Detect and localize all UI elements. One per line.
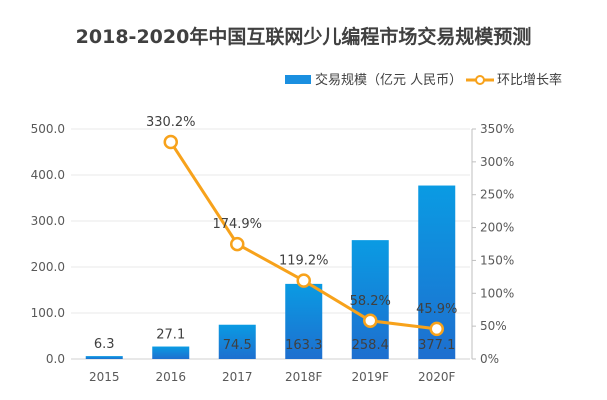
growth-point [163,134,178,150]
legend-swatch-marker [475,75,485,85]
y-left-tick: 400.0 [31,168,65,182]
x-tick: 2018F [285,370,323,384]
x-tick: 2020F [418,370,456,384]
growth-point [429,321,444,337]
growth-label: 330.2% [146,115,196,130]
legend-label-bar: 交易规模（亿元 人民币） [315,72,462,88]
growth-point [363,313,378,329]
y-right-tick: 200% [480,221,514,235]
growth-label: 45.9% [416,302,457,317]
y-right-tick: 50% [480,319,507,333]
legend-label-line: 环比增长率 [497,72,562,88]
growth-label: 174.9% [212,217,262,232]
y-right-tick: 350% [480,122,514,136]
growth-point [230,236,245,252]
y-right-tick: 0% [480,352,499,366]
x-tick: 2015 [89,370,120,384]
bar [152,346,190,359]
bar [285,283,323,359]
y-left-tick: 200.0 [31,260,65,274]
y-left-tick: 500.0 [31,122,65,136]
y-right-tick: 150% [480,253,514,267]
bar-label: 258.4 [352,338,389,353]
bar-label: 377.1 [418,338,455,353]
bar-label: 6.3 [94,337,115,352]
x-tick: 2019F [352,370,390,384]
x-tick: 2016 [155,370,186,384]
y-right-tick: 100% [480,286,514,300]
bar [85,356,123,359]
bar-label: 74.5 [223,338,252,353]
bar-label: 27.1 [156,328,185,343]
bar [351,240,389,359]
growth-point [296,273,311,288]
growth-label: 119.2% [279,254,329,269]
bar-label: 163.3 [285,338,322,353]
growth-label: 58.2% [350,294,391,309]
y-left-tick: 0.0 [46,352,65,366]
y-left-tick: 300.0 [31,214,65,228]
y-right-tick: 250% [480,188,514,202]
bar [218,324,256,359]
legend-swatch-bar [285,75,311,84]
y-right-tick: 300% [480,155,514,169]
y-left-tick: 100.0 [31,306,65,320]
x-tick: 2017 [222,370,253,384]
chart-title: 2018-2020年中国互联网少儿编程市场交易规模预测 [75,26,532,48]
